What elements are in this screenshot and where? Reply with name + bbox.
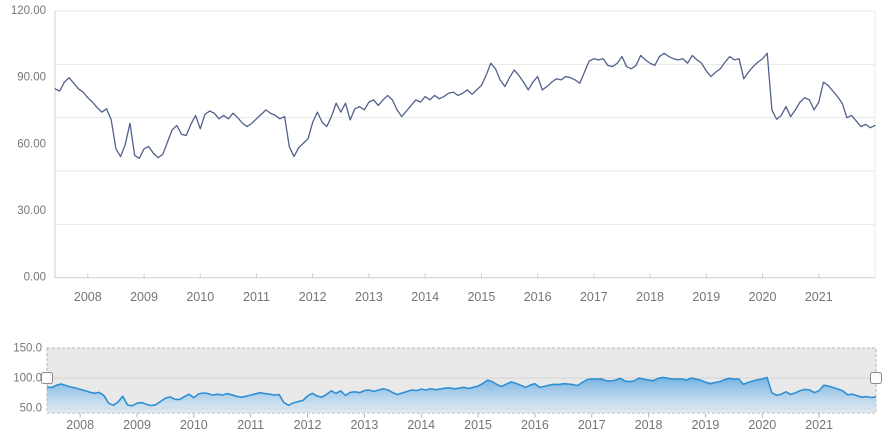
main-y-tick-label: 60.00: [17, 138, 46, 150]
navigator-x-tick-label: 2021: [805, 418, 833, 432]
navigator-x-tick-label: 2011: [237, 418, 264, 432]
main-x-axis-labels: 2008 2009 2010 2011 2012 2013 2014 2015 2016 2017…: [74, 273, 833, 304]
navigator-x-tick-label: 2014: [407, 418, 435, 432]
main-y-axis-labels: 120.00 90.00 60.00 30.00 0.00: [11, 5, 46, 284]
navigator-y-tick-label: 150.0: [13, 343, 42, 355]
navigator-x-tick-label: 2016: [521, 418, 549, 432]
main-x-tick-label: 2016: [524, 290, 552, 304]
main-x-tick-label: 2008: [74, 290, 102, 304]
main-x-tick-label: 2009: [130, 290, 158, 304]
main-y-tick-label: 0.00: [24, 272, 46, 284]
navigator-y-axis-labels: 150.0 100.0 50.0: [13, 343, 42, 415]
navigator-x-tick-label: 2017: [578, 418, 606, 432]
navigator-y-tick-label: 50.0: [20, 403, 42, 415]
main-x-tick-label: 2011: [243, 290, 270, 304]
navigator-left-handle[interactable]: [41, 372, 53, 384]
main-gridlines: [55, 10, 875, 279]
navigator-x-tick-label: 2009: [123, 418, 151, 432]
main-x-tick-label: 2018: [636, 290, 664, 304]
main-x-tick-label: 2013: [355, 290, 383, 304]
navigator-right-handle[interactable]: [870, 372, 882, 384]
main-y-tick-label: 30.00: [17, 205, 46, 217]
main-x-tick-label: 2019: [692, 290, 720, 304]
navigator-x-tick-label: 2015: [464, 418, 492, 432]
main-series-line: [54, 52, 876, 159]
main-x-tick-label: 2020: [749, 290, 777, 304]
navigator-x-tick-label: 2012: [294, 418, 322, 432]
main-x-tick-label: 2014: [411, 290, 439, 304]
main-y-tick-label: 120.00: [11, 5, 46, 17]
main-x-tick-label: 2017: [580, 290, 608, 304]
main-y-tick-label: 90.00: [17, 72, 46, 84]
navigator-series-line: [46, 376, 877, 407]
navigator-x-tick-label: 2013: [350, 418, 378, 432]
navigator-x-axis-labels: 2008 2009 2010 2011 2012 2013 2014 2015 2016 2017…: [66, 413, 833, 432]
main-x-tick-label: 2021: [805, 290, 833, 304]
main-x-tick-label: 2015: [467, 290, 495, 304]
navigator-y-tick-label: 100.0: [13, 373, 42, 385]
navigator-series-area: [47, 377, 876, 413]
main-x-tick-label: 2012: [299, 290, 327, 304]
navigator-x-tick-label: 2020: [748, 418, 776, 432]
navigator-x-tick-label: 2018: [635, 418, 663, 432]
main-chart: 120.00 90.00 60.00 30.00 0.00 2008 2009 2010 201…: [11, 5, 876, 304]
navigator-x-tick-label: 2008: [66, 418, 94, 432]
navigator-x-tick-label: 2019: [692, 418, 720, 432]
main-x-tick-label: 2010: [186, 290, 214, 304]
navigator-x-tick-label: 2010: [180, 418, 208, 432]
